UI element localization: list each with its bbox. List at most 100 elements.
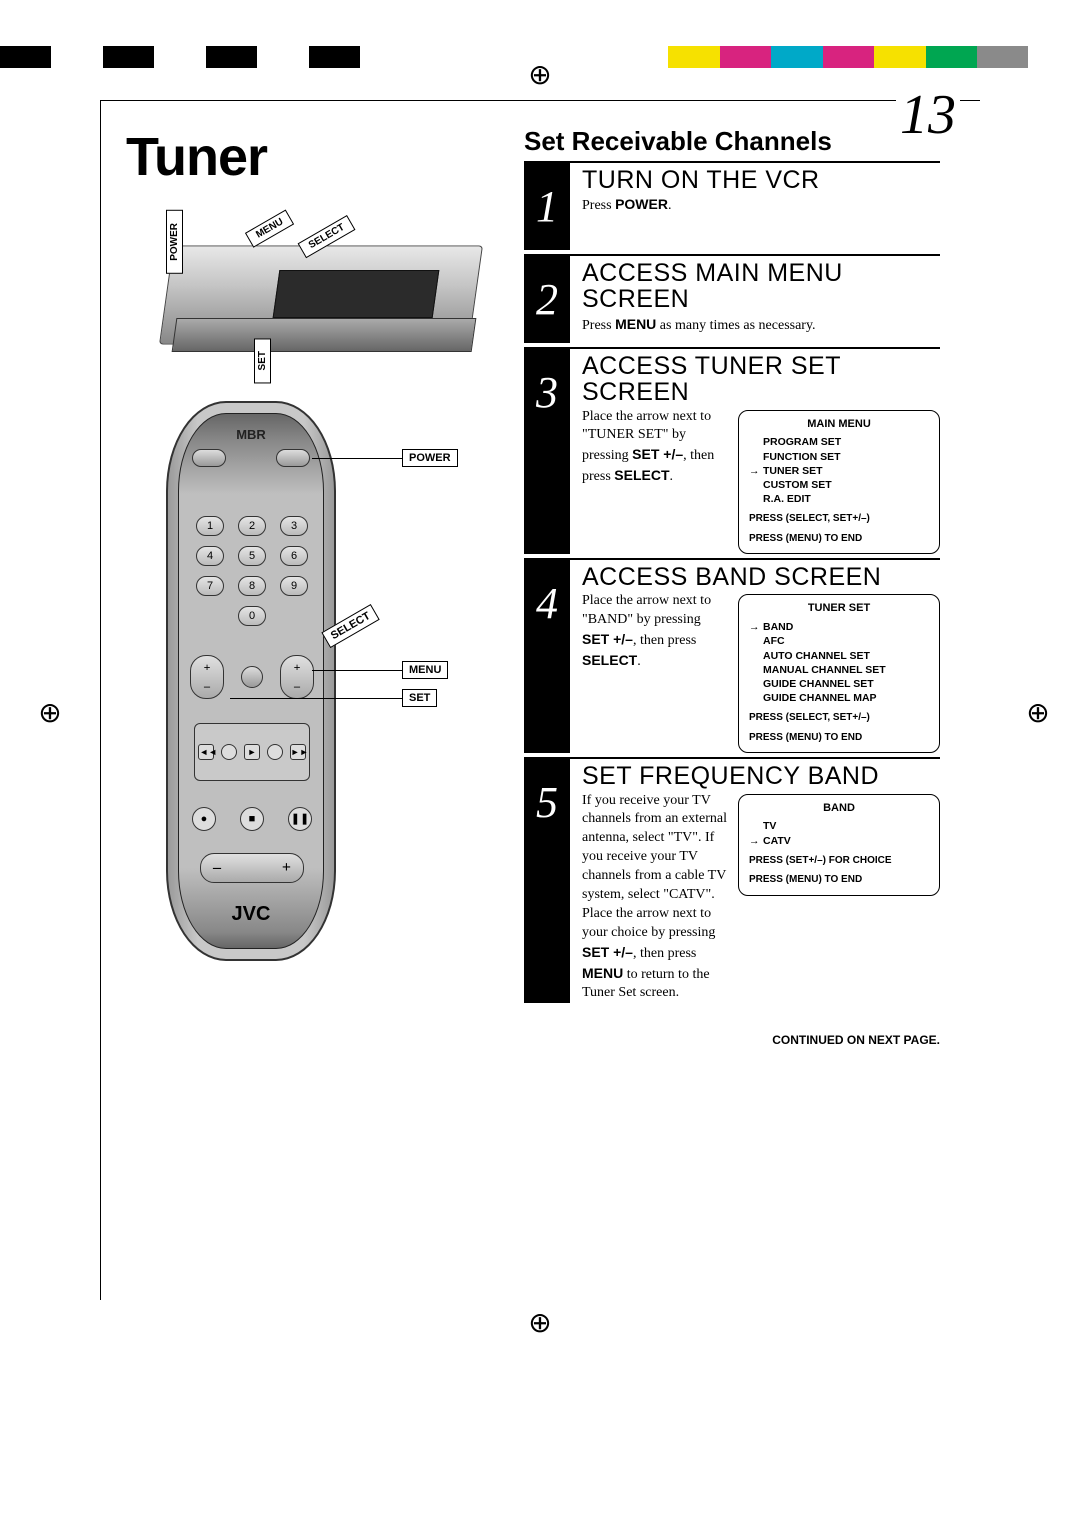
step-text: If you receive your TV channels from an … [582, 792, 728, 1004]
leader-menu [312, 670, 402, 671]
color-swatch [1028, 46, 1079, 68]
step-text: Place the arrow next to "TUNER SET" by p… [582, 408, 728, 488]
osd-box: BANDTVCATVPRESS (SET+/–) FOR CHOICEPRESS… [738, 794, 940, 896]
color-swatch [874, 46, 925, 68]
color-swatch [51, 46, 102, 68]
osd-item: AFC [749, 634, 929, 648]
osd-title: MAIN MENU [749, 417, 929, 432]
osd-footer-line: PRESS (MENU) TO END [749, 731, 929, 745]
color-swatch [977, 46, 1028, 68]
color-swatch [566, 46, 617, 68]
keypad-7: 7 [196, 576, 224, 596]
ffwd-icon: ►► [290, 744, 306, 760]
step-number: 3 [524, 349, 570, 554]
step-number: 1 [524, 163, 570, 250]
osd-item: BAND [749, 620, 929, 634]
osd-item: GUIDE CHANNEL SET [749, 677, 929, 691]
color-swatch [771, 46, 822, 68]
osd-box: MAIN MENU PROGRAM SETFUNCTION SETTUNER SE… [738, 410, 940, 555]
remote-center-dot [241, 666, 263, 688]
color-swatch [309, 46, 360, 68]
step: 2ACCESS MAIN MENU SCREENPress MENU as ma… [524, 254, 940, 343]
remote-mid-row: +– +– [190, 653, 314, 701]
keypad-9: 9 [280, 576, 308, 596]
osd-item: TUNER SET [749, 464, 929, 478]
step-body: ACCESS TUNER SET SCREENPlace the arrow n… [582, 349, 940, 554]
osd-item: PROGRAM SET [749, 435, 929, 449]
step-text: Place the arrow next to "BAND" by pressi… [582, 592, 728, 672]
osd-item: GUIDE CHANNEL MAP [749, 691, 929, 705]
subsection-title: Set Receivable Channels [524, 126, 940, 157]
step-body: SET FREQUENCY BAND If you receive your TV… [582, 759, 940, 1003]
step-title: SET FREQUENCY BAND [582, 763, 940, 789]
page-number: 13 [896, 83, 960, 147]
keypad-1: 1 [196, 516, 224, 536]
keypad-3: 3 [280, 516, 308, 536]
leader-set [230, 698, 402, 699]
keypad-0: 0 [238, 606, 266, 626]
osd-item: FUNCTION SET [749, 450, 929, 464]
step-number: 5 [524, 759, 570, 1003]
pause-icon: ❚❚ [288, 807, 312, 831]
color-swatch [617, 46, 668, 68]
transport-dot-2 [267, 744, 283, 760]
keypad-2: 2 [238, 516, 266, 536]
step: 4ACCESS BAND SCREENPlace the arrow next … [524, 558, 940, 753]
keypad-6: 6 [280, 546, 308, 566]
step-body: TURN ON THE VCRPress POWER. [582, 163, 940, 250]
osd-item: CATV [749, 834, 929, 848]
osd-box: TUNER SETBANDAFCAUTO CHANNEL SETMANUAL C… [738, 594, 940, 753]
color-swatch [360, 46, 411, 68]
color-swatch [823, 46, 874, 68]
record-icon: ● [192, 807, 216, 831]
callout-set: SET [254, 338, 271, 383]
keypad-8: 8 [238, 576, 266, 596]
color-swatch [0, 46, 51, 68]
color-swatch [926, 46, 977, 68]
callout-power: POWER [166, 210, 183, 274]
osd-title: BAND [749, 801, 929, 816]
osd-item: AUTO CHANNEL SET [749, 649, 929, 663]
step-number: 2 [524, 256, 570, 343]
osd-footer-line: PRESS (MENU) TO END [749, 873, 929, 887]
remote-transport-panel: ◄◄ ► ►► [194, 723, 310, 781]
step: 3ACCESS TUNER SET SCREENPlace the arrow … [524, 347, 940, 554]
play-icon: ► [244, 744, 260, 760]
osd-item: MANUAL CHANNEL SET [749, 663, 929, 677]
step-title: ACCESS MAIN MENU SCREEN [582, 260, 940, 313]
color-swatch [463, 46, 514, 68]
keypad-5: 5 [238, 546, 266, 566]
keypad-4: 4 [196, 546, 224, 566]
callout-menu: MENU [245, 209, 295, 247]
remote-right-pill: +– [280, 655, 314, 699]
step-text: Press POWER. [582, 195, 940, 216]
remote-top-buttons [192, 449, 310, 467]
remote-label-power: POWER [402, 449, 458, 467]
color-swatch [257, 46, 308, 68]
osd-footer-line: PRESS (SELECT, SET+/–) [749, 711, 929, 725]
registration-mark-bottom: ⊕ [526, 1310, 554, 1338]
remote-lower-row: ● ■ ❚❚ [192, 791, 312, 847]
step-title: ACCESS BAND SCREEN [582, 564, 940, 590]
color-swatch [103, 46, 154, 68]
leader-power [312, 458, 402, 459]
remote-label-menu: MENU [402, 661, 448, 679]
step-title: ACCESS TUNER SET SCREEN [582, 353, 940, 406]
registration-mark-left: ⊕ [36, 700, 64, 728]
color-swatch [154, 46, 205, 68]
section-title: Tuner [126, 126, 496, 188]
step: 5 SET FREQUENCY BAND If you receive your T… [524, 757, 940, 1003]
remote-brand: MBR [166, 427, 336, 442]
osd-footer-line: PRESS (SELECT, SET+/–) [749, 512, 929, 526]
remote-keypad: 1 2 3 4 5 6 7 8 9 0 [196, 516, 308, 626]
vcr-illustration: POWER MENU SELECT SET [126, 200, 496, 375]
step-body: ACCESS BAND SCREENPlace the arrow next t… [582, 560, 940, 753]
remote-set-pill: +– [190, 655, 224, 699]
jvc-logo: JVC [166, 903, 336, 926]
continued-note: CONTINUED ON NEXT PAGE. [524, 1033, 940, 1047]
left-column: Tuner POWER MENU SELECT SET MBR [126, 126, 496, 1047]
osd-item: CUSTOM SET [749, 478, 929, 492]
color-swatch [720, 46, 771, 68]
step: 1TURN ON THE VCRPress POWER. [524, 161, 940, 250]
osd-item: R.A. EDIT [749, 492, 929, 506]
